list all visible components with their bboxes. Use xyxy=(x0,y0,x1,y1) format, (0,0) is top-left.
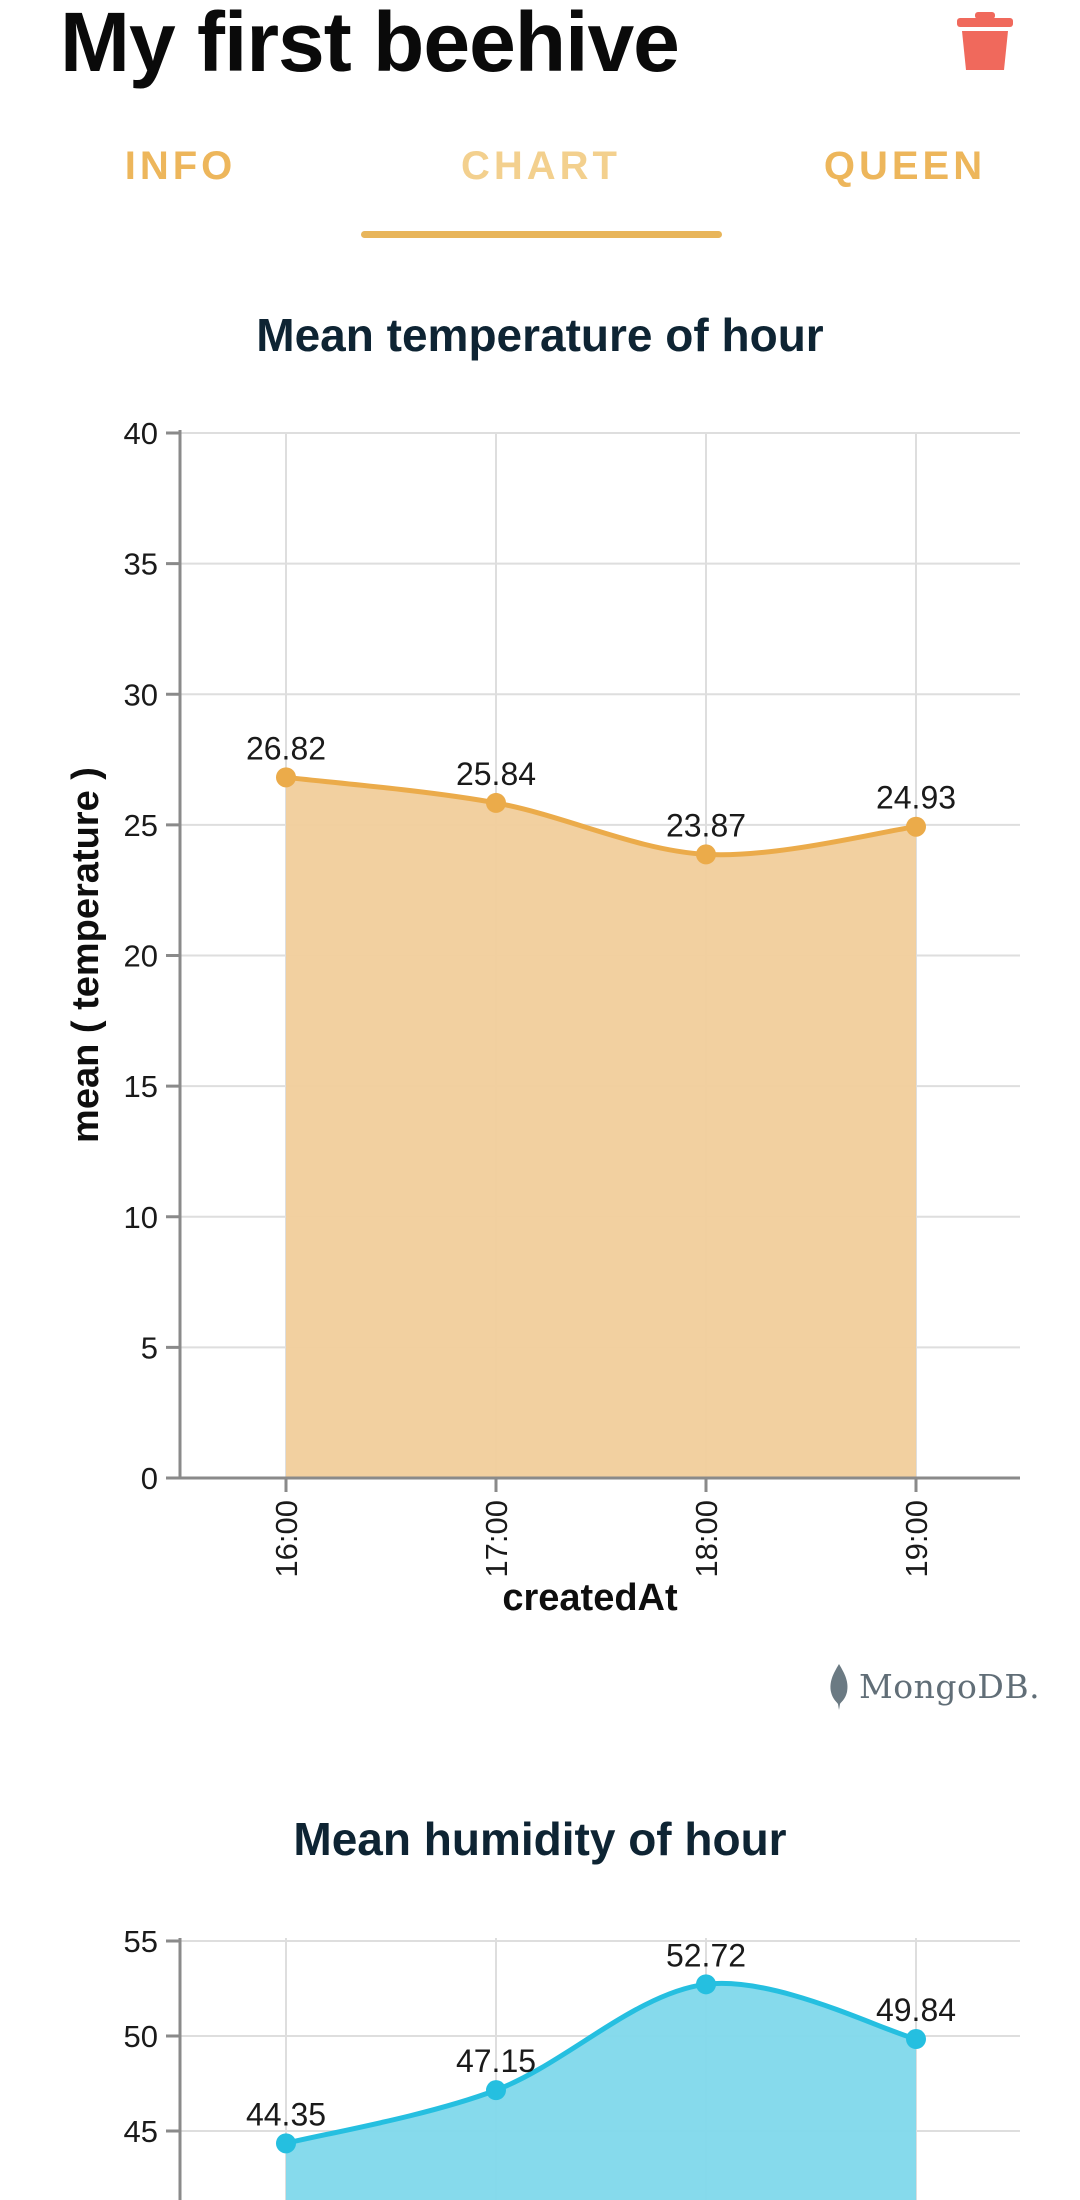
humidity-data-label: 47.15 xyxy=(456,2043,536,2079)
y-tick-label: 25 xyxy=(124,808,158,843)
page-title: My first beehive xyxy=(60,0,680,89)
humidity-data-label: 44.35 xyxy=(246,2096,326,2132)
tab-bar: INFO CHART QUEEN xyxy=(0,120,1080,240)
trash-icon xyxy=(957,12,1013,70)
mongodb-watermark: MongoDB. xyxy=(859,1666,1041,1706)
y-tick-label: 15 xyxy=(124,1069,158,1104)
temperature-line xyxy=(285,774,917,858)
x-tick-label: 17:00 xyxy=(479,1500,514,1578)
temperature-data-label: 23.87 xyxy=(666,807,746,843)
tab-chart[interactable]: CHART xyxy=(461,144,621,188)
temperature-point xyxy=(486,792,506,813)
humidity-chart-title: Mean humidity of hour xyxy=(293,1813,787,1865)
humidity-line xyxy=(285,1980,917,2146)
humidity-data-label: 49.84 xyxy=(876,1992,956,2028)
y-tick-label: 35 xyxy=(124,547,158,582)
x-tick-label: 18:00 xyxy=(689,1500,724,1578)
temperature-point xyxy=(906,816,926,837)
humidity-data-label: 52.72 xyxy=(666,1937,746,1973)
mongodb-logo: MongoDB. xyxy=(827,1662,1040,1710)
y-tick-label: 10 xyxy=(124,1200,158,1235)
humidity-area xyxy=(286,1983,916,2200)
temperature-point xyxy=(276,767,296,788)
tab-info[interactable]: INFO xyxy=(124,144,237,188)
x-tick-label: 16:00 xyxy=(269,1500,304,1578)
y-tick-label: 30 xyxy=(124,677,158,712)
temperature-data-label: 25.84 xyxy=(456,756,536,792)
temperature-chart: 0 5 10 15 20 25 30 35 40 16:00 17:00 18:00 19:00 26.8… xyxy=(65,416,1020,1619)
y-tick-label: 20 xyxy=(124,939,158,974)
delete-beehive-button[interactable] xyxy=(955,10,1015,72)
temperature-chart-title: Mean temperature of hour xyxy=(256,309,824,361)
mongodb-leaf-icon xyxy=(830,1664,848,1710)
active-tab-indicator xyxy=(361,231,722,238)
temperature-point xyxy=(696,844,716,865)
y-tick-label: 0 xyxy=(141,1461,158,1496)
y-tick-label: 45 xyxy=(124,2114,158,2149)
y-tick-label: 55 xyxy=(124,1924,158,1959)
tab-queen[interactable]: QUEEN xyxy=(823,144,987,188)
temperature-data-label: 24.93 xyxy=(876,780,956,816)
x-tick-label: 19:00 xyxy=(899,1500,934,1578)
x-axis-title: createdAt xyxy=(502,1577,678,1619)
temperature-data-label: 26.82 xyxy=(246,730,326,766)
y-axis-title: mean ( temperature ) xyxy=(65,767,107,1143)
y-tick-label: 5 xyxy=(141,1330,158,1365)
humidity-point xyxy=(906,2029,926,2050)
humidity-point xyxy=(486,2080,506,2101)
humidity-chart: 45 50 55 44.35 47.15 52.72 49.84 xyxy=(124,1924,1020,2200)
temperature-area xyxy=(286,777,916,1478)
humidity-point xyxy=(276,2133,296,2154)
y-tick-label: 40 xyxy=(124,416,158,451)
humidity-point xyxy=(696,1974,716,1995)
y-tick-label: 50 xyxy=(124,2019,158,2054)
